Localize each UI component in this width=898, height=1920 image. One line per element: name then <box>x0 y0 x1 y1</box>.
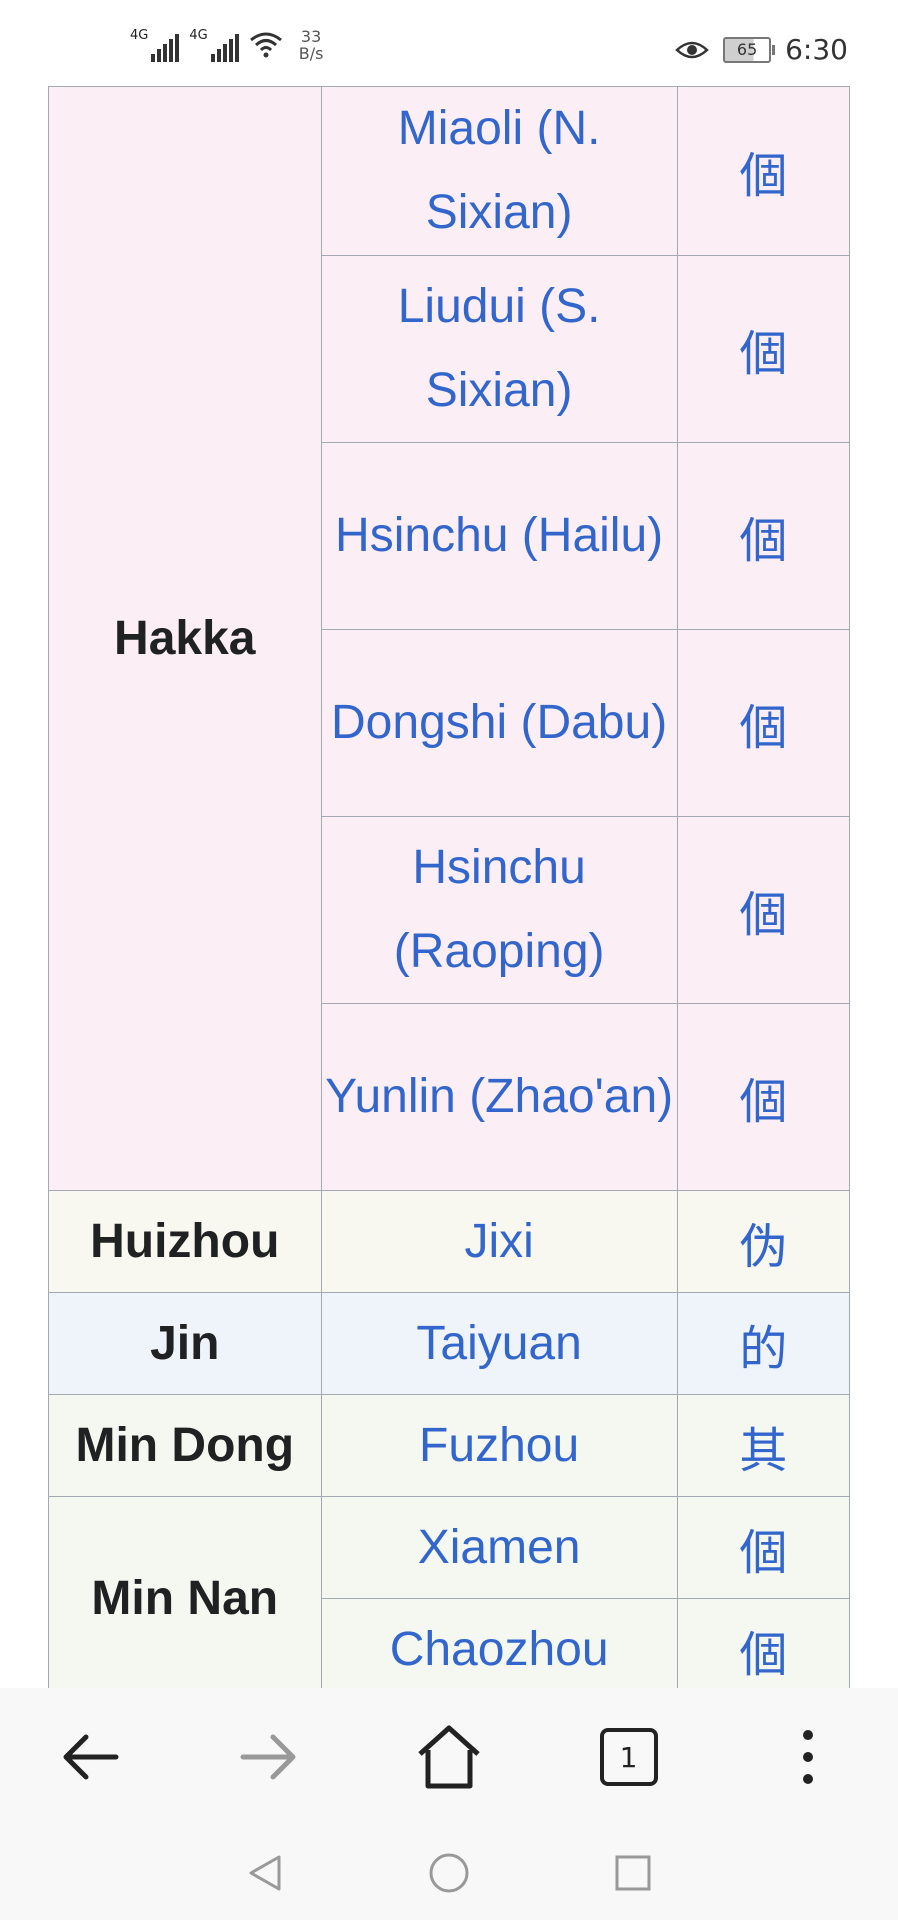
table-row: Liudui (S. Sixian) 個 <box>49 255 851 443</box>
table-row: Min Nan Xiamen 個 <box>48 1496 851 1688</box>
table-row: Dongshi (Dabu) 個 <box>49 629 851 817</box>
table-row: Yunlin (Zhao'an) 個 <box>49 1003 851 1191</box>
group-cell-jin: Jin <box>48 1292 322 1395</box>
battery-level: 65 <box>736 39 758 59</box>
table-row: Min Dong Fuzhou 其 <box>48 1394 851 1497</box>
clock: 6:30 <box>785 33 848 66</box>
status-left: 4G 4G 33 B/s <box>130 28 323 62</box>
signal-type-label-2: 4G <box>189 28 208 43</box>
location-link[interactable]: Yunlin (Zhao'an) <box>320 1003 678 1191</box>
character-link[interactable]: 個 <box>676 1496 851 1599</box>
location-link[interactable]: Hsinchu (Hailu) <box>320 442 678 630</box>
location-link[interactable]: Liudui (S. Sixian) <box>320 255 678 443</box>
location-link[interactable]: Jixi <box>320 1190 678 1293</box>
system-recents-icon[interactable] <box>611 1851 655 1895</box>
status-bar: 4G 4G 33 B/s <box>0 0 898 86</box>
group-cell-hakka: Hakka <box>48 86 322 1191</box>
cell-signal-icon-2: 4G <box>189 28 239 62</box>
battery-icon: 65 <box>723 36 776 63</box>
back-arrow-icon <box>63 1734 119 1780</box>
more-vertical-icon <box>803 1730 814 1784</box>
forward-arrow-icon <box>240 1734 296 1780</box>
home-icon <box>418 1725 480 1789</box>
table-row: Jin Taiyuan 的 <box>48 1292 851 1395</box>
network-speed: 33 B/s <box>299 28 324 62</box>
table-row: Hsinchu (Raoping) 個 <box>49 816 851 1004</box>
character-link[interactable]: 個 <box>676 816 851 1004</box>
wifi-icon <box>249 32 282 58</box>
character-link[interactable]: 的 <box>676 1292 851 1395</box>
menu-button[interactable] <box>763 1712 853 1802</box>
location-link[interactable]: Dongshi (Dabu) <box>320 629 678 817</box>
table-row: Hsinchu (Hailu) 個 <box>49 442 851 630</box>
character-link[interactable]: 個 <box>676 255 851 443</box>
browser-toolbar: 1 <box>0 1688 898 1826</box>
tab-count-badge: 1 <box>599 1728 658 1786</box>
location-link[interactable]: Hsinchu (Raoping) <box>320 816 678 1004</box>
location-link[interactable]: Miaoli (N. Sixian) <box>320 86 678 256</box>
character-link[interactable]: 個 <box>676 442 851 630</box>
location-link[interactable]: Fuzhou <box>320 1394 678 1497</box>
character-link[interactable]: 其 <box>676 1394 851 1497</box>
group-cell-huizhou: Huizhou <box>48 1190 322 1293</box>
system-navigation-bar <box>0 1826 898 1920</box>
group-cell-min-dong: Min Dong <box>48 1394 322 1497</box>
character-link[interactable]: 個 <box>676 1003 851 1191</box>
network-speed-unit: B/s <box>298 44 324 63</box>
eye-comfort-icon <box>675 41 709 58</box>
back-button[interactable] <box>45 1712 135 1802</box>
character-link[interactable]: 個 <box>676 1598 851 1688</box>
forward-button[interactable] <box>224 1712 314 1802</box>
system-home-icon[interactable] <box>427 1851 471 1895</box>
cell-signal-icon: 4G <box>130 28 180 62</box>
character-link[interactable]: 個 <box>676 629 851 817</box>
home-button[interactable] <box>404 1712 494 1802</box>
status-right: 65 6:30 <box>675 33 848 66</box>
table-row: Huizhou Jixi 伪 <box>48 1190 851 1293</box>
location-link[interactable]: Chaozhou <box>320 1598 678 1688</box>
signal-type-label: 4G <box>130 28 149 43</box>
network-speed-value: 33 <box>300 27 322 46</box>
system-back-icon[interactable] <box>243 1851 287 1895</box>
table-row: Hakka Miaoli (N. Sixian) 個 <box>48 86 851 1191</box>
character-link[interactable]: 伪 <box>676 1190 851 1293</box>
table-row: Chaozhou 個 <box>49 1598 851 1688</box>
location-link[interactable]: Xiamen <box>320 1496 678 1599</box>
tabs-button[interactable]: 1 <box>584 1712 674 1802</box>
location-link[interactable]: Taiyuan <box>320 1292 678 1395</box>
dialect-table: Hakka Miaoli (N. Sixian) 個 Liudui (S. Si… <box>48 86 851 1688</box>
character-link[interactable]: 個 <box>676 86 851 256</box>
page-content[interactable]: Hakka Miaoli (N. Sixian) 個 Liudui (S. Si… <box>0 86 898 1688</box>
group-cell-min-nan: Min Nan <box>48 1496 322 1688</box>
